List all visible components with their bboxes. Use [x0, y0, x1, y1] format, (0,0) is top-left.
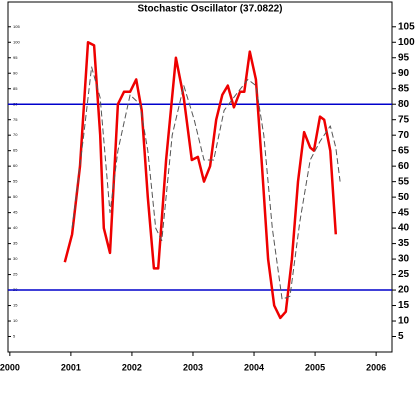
y-tick-label-left: 95 — [13, 55, 18, 60]
y-tick-label-left: 35 — [13, 241, 18, 246]
y-tick-label: 85 — [398, 83, 410, 94]
y-tick-label: 50 — [398, 192, 410, 203]
oscillator-line — [63, 41, 338, 320]
y-tick-label-left: 90 — [13, 70, 18, 75]
y-tick-label: 70 — [398, 130, 410, 141]
x-tick-label: 2004 — [244, 362, 264, 372]
y-tick-label: 25 — [398, 269, 410, 280]
y-tick-label-left: 25 — [13, 272, 18, 277]
y-tick-label: 20 — [398, 285, 410, 296]
y-tick-label-left: 100 — [13, 39, 20, 44]
y-tick-label: 80 — [398, 99, 410, 110]
y-tick-label: 45 — [398, 207, 410, 218]
y-tick-label: 55 — [398, 176, 410, 187]
signal-line — [71, 66, 341, 300]
y-tick-label-left: 5 — [13, 334, 16, 339]
y-tick-label-left: 85 — [13, 86, 18, 91]
chart-title: Stochastic Oscillator (37.0822) — [137, 4, 282, 15]
y-tick-label: 75 — [398, 114, 410, 125]
x-tick-label: 2002 — [122, 362, 142, 372]
y-tick-label-left: 65 — [13, 148, 18, 153]
y-tick-label: 100 — [398, 37, 415, 48]
y-tick-label: 40 — [398, 223, 410, 234]
y-tick-label: 35 — [398, 238, 410, 249]
y-tick-label-left: 75 — [13, 117, 18, 122]
y-tick-label-left: 55 — [13, 179, 18, 184]
y-tick-label: 60 — [398, 161, 410, 172]
x-tick-label: 2006 — [366, 362, 386, 372]
y-tick-label-left: 60 — [13, 163, 18, 168]
y-tick-label-left: 50 — [13, 194, 18, 199]
x-tick-label: 2001 — [61, 362, 81, 372]
plot-frame — [7, 1, 393, 353]
y-tick-label-left: 10 — [13, 318, 18, 323]
x-tick-label: 2005 — [305, 362, 325, 372]
y-tick-label-left: 30 — [13, 256, 18, 261]
y-tick-label: 5 — [398, 331, 404, 342]
y-tick-label: 90 — [398, 68, 410, 79]
y-tick-label: 30 — [398, 254, 410, 265]
y-tick-label: 65 — [398, 145, 410, 156]
y-tick-label-left: 45 — [13, 210, 18, 215]
y-tick-label-left: 105 — [13, 24, 20, 29]
y-tick-label: 10 — [398, 316, 410, 327]
x-tick-label: 2000 — [0, 362, 20, 372]
y-tick-label-left: 40 — [13, 225, 18, 230]
y-tick-label: 105 — [398, 21, 415, 32]
y-tick-label-left: 70 — [13, 132, 18, 137]
x-tick-label: 2003 — [183, 362, 203, 372]
y-tick-label-left: 15 — [13, 303, 18, 308]
y-tick-label: 95 — [398, 52, 410, 63]
y-tick-label: 15 — [398, 300, 410, 311]
